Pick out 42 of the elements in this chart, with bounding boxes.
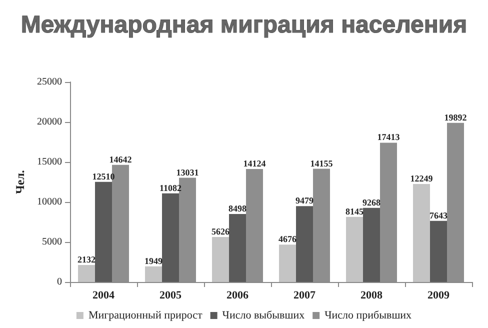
chart-title: Международная миграция населения <box>20 12 468 38</box>
legend-label: Число прибывших <box>324 310 412 322</box>
bar <box>78 264 95 282</box>
bar <box>296 206 313 282</box>
bar <box>162 193 179 282</box>
bar <box>145 266 162 282</box>
data-label: 7643 <box>430 210 448 220</box>
bar <box>279 244 296 282</box>
x-tick-label: 2004 <box>92 290 115 302</box>
data-label: 11082 <box>159 182 182 193</box>
legend-label: Число выбывших <box>222 310 306 322</box>
data-label: 14155 <box>310 158 334 168</box>
legend-label: Миграционный прирост <box>88 310 203 322</box>
y-tick-label: 0 <box>57 276 62 288</box>
x-tick-label: 2007 <box>294 290 316 302</box>
data-label: 8498 <box>228 204 247 214</box>
data-label: 9479 <box>296 196 314 206</box>
y-axis-title: Чел. <box>13 170 27 194</box>
data-label: 14124 <box>243 158 266 169</box>
bar <box>430 220 447 282</box>
y-tick-label: 5000 <box>42 236 62 248</box>
data-label: 12510 <box>92 171 116 182</box>
data-label: 17413 <box>377 132 400 142</box>
y-tick-label: 25000 <box>37 76 62 88</box>
data-label: 12249 <box>410 174 434 184</box>
bar <box>363 208 380 282</box>
bar <box>229 214 246 282</box>
data-label: 14642 <box>109 154 132 164</box>
y-tick-label: 15000 <box>37 156 62 168</box>
x-tick-label: 2005 <box>160 290 182 302</box>
x-tick-label: 2006 <box>226 290 249 302</box>
y-tick-label: 10000 <box>37 196 62 208</box>
bar <box>212 236 229 282</box>
data-label: 19892 <box>444 112 468 122</box>
data-label: 9268 <box>362 197 381 208</box>
x-tick-label: 2008 <box>360 290 383 302</box>
bar <box>413 184 430 282</box>
x-tick-label: 2009 <box>428 290 450 302</box>
bar <box>95 182 112 282</box>
y-tick-label: 20000 <box>37 116 62 128</box>
bar <box>346 216 363 282</box>
data-label: 13031 <box>176 167 200 178</box>
